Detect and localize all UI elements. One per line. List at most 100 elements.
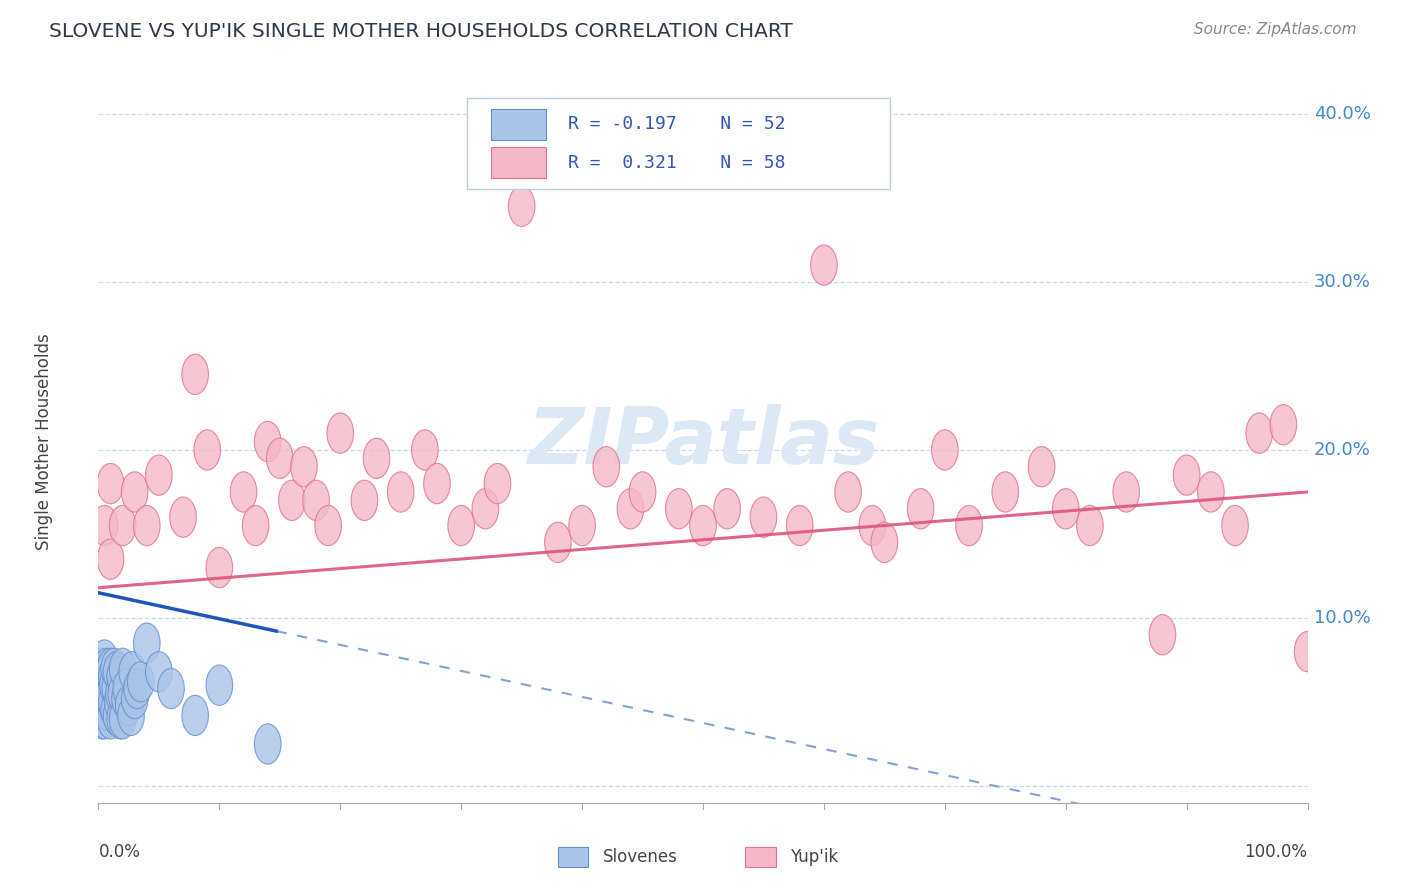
Ellipse shape [1295,632,1320,672]
Ellipse shape [181,354,208,394]
Text: R = -0.197    N = 52: R = -0.197 N = 52 [568,115,785,133]
Text: ZIPatlas: ZIPatlas [527,403,879,480]
Ellipse shape [412,430,439,470]
Ellipse shape [94,673,120,714]
Ellipse shape [231,472,257,512]
Ellipse shape [97,698,124,739]
Ellipse shape [1028,447,1054,487]
FancyBboxPatch shape [492,147,546,178]
Ellipse shape [94,690,121,731]
Ellipse shape [87,648,114,689]
Text: 30.0%: 30.0% [1313,273,1371,291]
Ellipse shape [97,648,124,689]
Ellipse shape [630,472,655,512]
Ellipse shape [96,681,122,723]
Text: Slovenes: Slovenes [603,848,678,866]
Ellipse shape [115,685,142,725]
Text: 0.0%: 0.0% [98,843,141,861]
Ellipse shape [569,506,595,546]
FancyBboxPatch shape [492,109,546,139]
Ellipse shape [89,673,115,714]
Ellipse shape [91,640,118,680]
Ellipse shape [278,480,305,521]
Ellipse shape [509,186,534,227]
Text: Yup'ik: Yup'ik [790,848,838,866]
Text: SLOVENE VS YUP'IK SINGLE MOTHER HOUSEHOLDS CORRELATION CHART: SLOVENE VS YUP'IK SINGLE MOTHER HOUSEHOL… [49,22,793,41]
Ellipse shape [93,657,120,697]
Ellipse shape [89,698,115,739]
Ellipse shape [110,698,136,739]
Ellipse shape [146,455,172,495]
Ellipse shape [105,673,132,714]
Ellipse shape [859,506,886,546]
Ellipse shape [124,668,150,709]
Text: 100.0%: 100.0% [1244,843,1308,861]
Ellipse shape [302,480,329,521]
Ellipse shape [872,522,897,563]
Ellipse shape [93,690,120,731]
Ellipse shape [101,690,128,731]
Ellipse shape [134,623,160,664]
Ellipse shape [544,522,571,563]
Ellipse shape [107,657,134,697]
Ellipse shape [87,681,114,723]
Ellipse shape [97,463,124,504]
Ellipse shape [363,438,389,478]
Ellipse shape [94,648,120,689]
Ellipse shape [1270,405,1296,445]
Ellipse shape [993,472,1018,512]
Ellipse shape [593,447,620,487]
FancyBboxPatch shape [467,98,890,189]
Ellipse shape [388,472,413,512]
Ellipse shape [120,651,146,692]
Ellipse shape [98,681,125,723]
Ellipse shape [118,695,145,736]
FancyBboxPatch shape [745,847,776,867]
Ellipse shape [86,673,112,714]
Ellipse shape [449,506,474,546]
Ellipse shape [94,657,121,697]
Ellipse shape [932,430,957,470]
Ellipse shape [157,668,184,709]
Text: 10.0%: 10.0% [1313,609,1371,627]
Ellipse shape [121,679,148,719]
Ellipse shape [170,497,197,537]
Ellipse shape [100,665,127,706]
Ellipse shape [97,539,124,579]
Text: Source: ZipAtlas.com: Source: ZipAtlas.com [1194,22,1357,37]
Ellipse shape [194,430,221,470]
Ellipse shape [352,480,378,521]
Ellipse shape [110,506,136,546]
Ellipse shape [1077,506,1104,546]
Ellipse shape [103,651,129,692]
Ellipse shape [207,548,232,588]
Ellipse shape [101,648,128,689]
Ellipse shape [181,695,208,736]
Ellipse shape [1246,413,1272,453]
Ellipse shape [811,245,837,285]
Ellipse shape [291,447,318,487]
Ellipse shape [423,463,450,504]
Ellipse shape [472,489,499,529]
FancyBboxPatch shape [558,847,588,867]
Ellipse shape [86,657,112,697]
Ellipse shape [1053,489,1078,529]
Ellipse shape [956,506,983,546]
Text: 20.0%: 20.0% [1313,441,1371,459]
Ellipse shape [128,662,155,702]
Ellipse shape [112,668,139,709]
Ellipse shape [254,723,281,764]
Ellipse shape [104,681,131,723]
Ellipse shape [96,651,122,692]
Ellipse shape [786,506,813,546]
Ellipse shape [91,665,118,706]
Ellipse shape [751,497,776,537]
Ellipse shape [103,695,129,736]
Ellipse shape [146,651,172,692]
Ellipse shape [484,463,510,504]
Ellipse shape [1174,455,1199,495]
Ellipse shape [315,506,342,546]
Ellipse shape [835,472,862,512]
Ellipse shape [91,506,118,546]
Ellipse shape [242,506,269,546]
